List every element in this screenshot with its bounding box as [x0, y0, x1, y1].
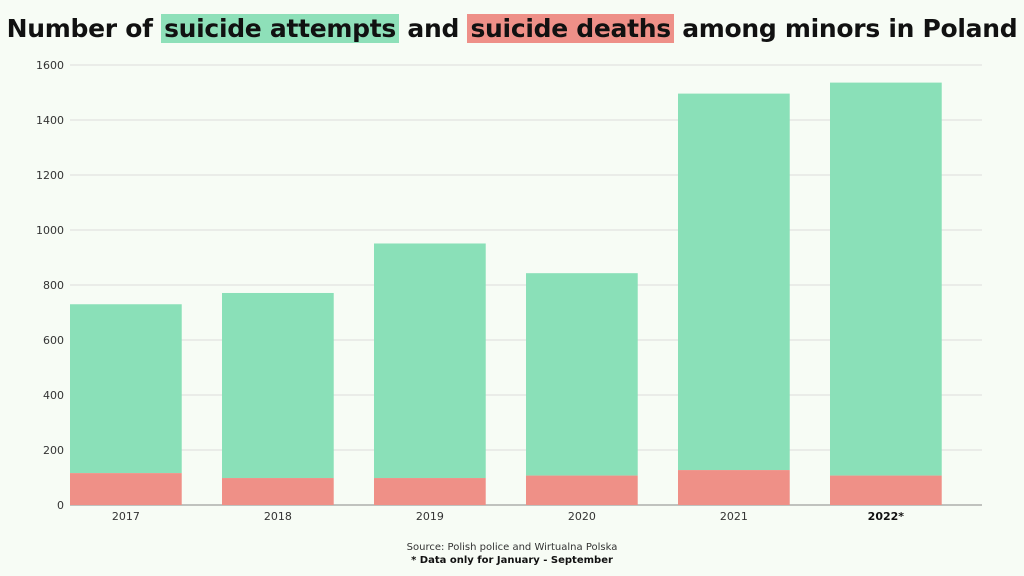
bar-attempts	[374, 243, 486, 479]
x-tick-label: 2020	[568, 510, 596, 523]
bar-deaths	[222, 478, 334, 505]
y-tick-label: 1600	[36, 59, 64, 72]
bar-attempts	[526, 273, 638, 476]
title-suffix: among minors in Poland	[682, 14, 1018, 43]
bar-attempts	[70, 304, 182, 474]
bar-attempts	[830, 82, 942, 476]
x-tick-label: 2018	[264, 510, 292, 523]
y-tick-label: 200	[43, 444, 64, 457]
title-deaths-highlight: suicide deaths	[467, 14, 674, 43]
y-tick-label: 0	[57, 499, 64, 512]
bar-deaths	[830, 475, 942, 505]
y-tick-label: 1400	[36, 114, 64, 127]
bar-attempts	[222, 292, 334, 479]
y-tick-label: 1200	[36, 169, 64, 182]
x-tick-label: 2021	[720, 510, 748, 523]
bar-deaths	[526, 475, 638, 505]
y-tick-label: 600	[43, 334, 64, 347]
x-tick-label: 2019	[416, 510, 444, 523]
y-tick-label: 400	[43, 389, 64, 402]
y-tick-label: 800	[43, 279, 64, 292]
bar-deaths	[374, 478, 486, 505]
bar-attempts	[678, 93, 790, 471]
title-prefix: Number of	[6, 14, 153, 43]
bar-deaths	[70, 473, 182, 505]
x-tick-label: 2017	[112, 510, 140, 523]
title-and: and	[407, 14, 460, 43]
x-tick-label: 2022*	[868, 510, 905, 523]
chart-title: Number of suicide attempts and suicide d…	[0, 14, 1024, 43]
y-tick-label: 1000	[36, 224, 64, 237]
title-attempts-highlight: suicide attempts	[161, 14, 399, 43]
source-text: Source: Polish police and Wirtualna Pols…	[406, 542, 618, 553]
footnote-text: * Data only for January - September	[411, 555, 613, 566]
bar-deaths	[678, 470, 790, 505]
